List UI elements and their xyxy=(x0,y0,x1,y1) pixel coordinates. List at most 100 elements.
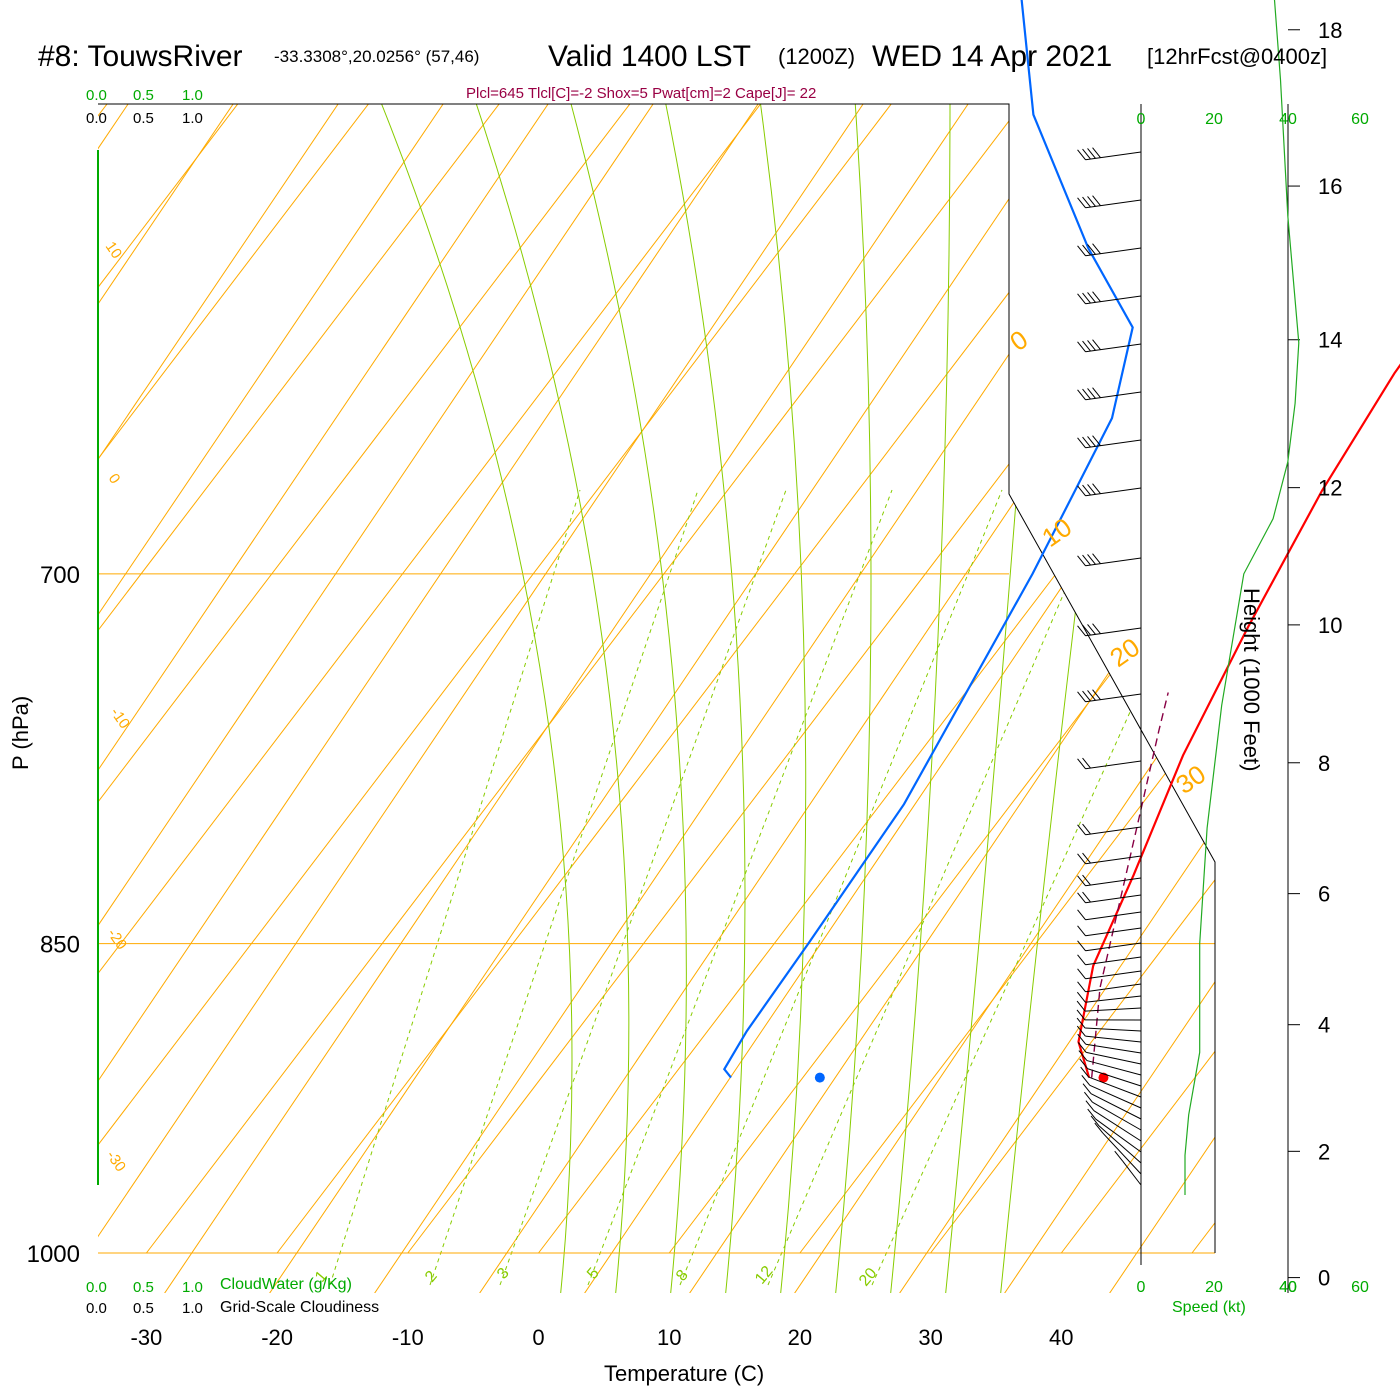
dry-adiabat-line xyxy=(98,104,936,1293)
wind-barb-flag xyxy=(1092,243,1101,255)
wind-barb xyxy=(1085,760,1142,770)
wind-barb-flag xyxy=(1077,875,1086,887)
surface-dewpoint-dot xyxy=(814,1072,825,1083)
cloudwater-tick-label: 0.0 xyxy=(86,87,107,104)
valid-date: WED 14 Apr 2021 xyxy=(872,40,1113,73)
dry-adiabat-line xyxy=(98,104,1215,1293)
wind-barb-flag xyxy=(1087,1108,1097,1120)
wind-barb xyxy=(1098,1125,1142,1164)
dry-adiabat-line xyxy=(98,104,201,1293)
cloudwater-label: CloudWater (g/Kg) xyxy=(220,1276,352,1293)
cloudiness-tick-label: 0.0 xyxy=(86,110,107,127)
wind-barb-flag xyxy=(1087,690,1096,701)
height-tick-label: 6 xyxy=(1318,882,1330,907)
wind-barb-flag xyxy=(1077,341,1086,353)
wind-barb-flag xyxy=(1092,147,1101,159)
wind-barb-flag xyxy=(1077,1042,1087,1053)
wind-barb-flag xyxy=(1087,484,1096,495)
speed-tick-label: 60 xyxy=(1351,111,1369,128)
stability-indices: Plcl=645 Tlcl[C]=-2 Shox=5 Pwat[cm]=2 Ca… xyxy=(466,85,817,102)
isotherm-line xyxy=(98,104,1215,1254)
isotherm-label: 10 xyxy=(102,239,125,262)
wind-barb-flag xyxy=(1080,1066,1090,1078)
wind-barb-flag xyxy=(1077,758,1086,770)
wind-barb-flag xyxy=(1092,623,1101,635)
isotherm-line xyxy=(98,104,1215,1254)
wind-barb-flag xyxy=(1077,389,1086,401)
moist-adiabat-line xyxy=(834,104,872,1293)
wind-barb xyxy=(1089,1084,1142,1109)
wind-barb xyxy=(1085,627,1142,637)
wind-barb-flag xyxy=(1077,197,1086,209)
wind-barb xyxy=(1085,911,1142,921)
wind-barb xyxy=(1086,1051,1142,1065)
wind-barb-flag xyxy=(1114,1150,1124,1162)
wind-barb-flag xyxy=(1077,853,1086,865)
wind-barb xyxy=(1085,956,1142,966)
isotherm-label: 0 xyxy=(105,471,124,488)
cloudwater-tick-label: 1.0 xyxy=(182,1279,203,1296)
x-tick-label: 40 xyxy=(1049,1325,1073,1350)
mixing-ratio-line xyxy=(329,489,581,1286)
wind-barb-flag xyxy=(1076,1017,1086,1029)
wind-barb-flag xyxy=(1087,554,1096,565)
wind-barb-flag xyxy=(1082,340,1091,352)
wind-barb-flag xyxy=(1077,485,1086,497)
wind-barb xyxy=(1085,877,1142,887)
wind-barb-flag xyxy=(1077,1033,1087,1045)
wind-barb-flag xyxy=(1082,852,1091,864)
wind-barb xyxy=(1090,1093,1142,1120)
y-axis-title: P (hPa) xyxy=(8,695,33,770)
wind-barb xyxy=(1092,1101,1142,1131)
wind-barb xyxy=(1085,1027,1142,1032)
height-tick-label: 16 xyxy=(1318,174,1342,199)
moist-adiabat-line xyxy=(664,104,746,1293)
wind-barb xyxy=(1085,343,1142,353)
dry-adiabat-line xyxy=(98,104,516,1293)
mixing-ratio-line xyxy=(679,489,1003,1286)
wind-barb-flag xyxy=(1092,339,1101,351)
wind-barb-flag xyxy=(1087,624,1096,635)
cloudiness-tick-label: 1.0 xyxy=(182,1300,203,1317)
station-title: #8: TouwsRiver xyxy=(38,40,243,73)
wind-barb xyxy=(1085,693,1142,703)
speed-tick-label: 0 xyxy=(1137,111,1146,128)
dry-adiabat-line xyxy=(98,104,1041,1293)
wind-barb xyxy=(1085,1007,1142,1012)
height-tick-label: 0 xyxy=(1318,1266,1330,1291)
dry-adiabat-line xyxy=(0,0,95,1300)
temperature-line xyxy=(1077,363,1400,1078)
wind-barb-flag xyxy=(1082,757,1091,769)
dry-adiabat-line xyxy=(684,104,1215,1293)
wind-barb-flag xyxy=(1082,148,1091,160)
wind-barb xyxy=(1085,439,1142,449)
height-tick-label: 14 xyxy=(1318,328,1342,353)
dry-adiabat-line xyxy=(98,104,726,1293)
isotherm-line xyxy=(276,104,1215,1254)
wind-barb-flag xyxy=(1082,823,1091,835)
wind-barb xyxy=(1085,970,1142,980)
valid-time: Valid 1400 LST xyxy=(548,40,751,73)
dry-adiabat-line xyxy=(159,104,1215,1293)
plot-frame xyxy=(98,103,1216,1253)
wind-barb-flag xyxy=(1077,968,1086,980)
speed-axis-label: Speed (kt) xyxy=(1172,1299,1246,1316)
wind-barb xyxy=(1085,983,1142,993)
wind-barb-flag xyxy=(1077,925,1086,937)
isotherm-line xyxy=(98,104,1215,1254)
isotherm-line xyxy=(98,104,1215,1254)
moist-adiabat-line xyxy=(569,104,687,1293)
wind-barb-flag xyxy=(1076,1000,1086,1012)
wind-barb-flag xyxy=(1087,340,1096,351)
speed-tick-label: 40 xyxy=(1279,111,1297,128)
wind-barb-flag xyxy=(1077,940,1086,952)
mixing-ratio-label: 20 xyxy=(856,1265,881,1290)
moist-adiabat-line xyxy=(759,104,807,1293)
pressure-tick-label: 850 xyxy=(40,932,80,959)
wind-barb-flag xyxy=(1082,690,1091,702)
moist-adiabat-line xyxy=(889,104,951,1293)
speed-tick-label: 60 xyxy=(1351,1279,1369,1296)
moist-adiabat-line xyxy=(474,104,630,1293)
isotherm-line xyxy=(98,104,1215,1254)
